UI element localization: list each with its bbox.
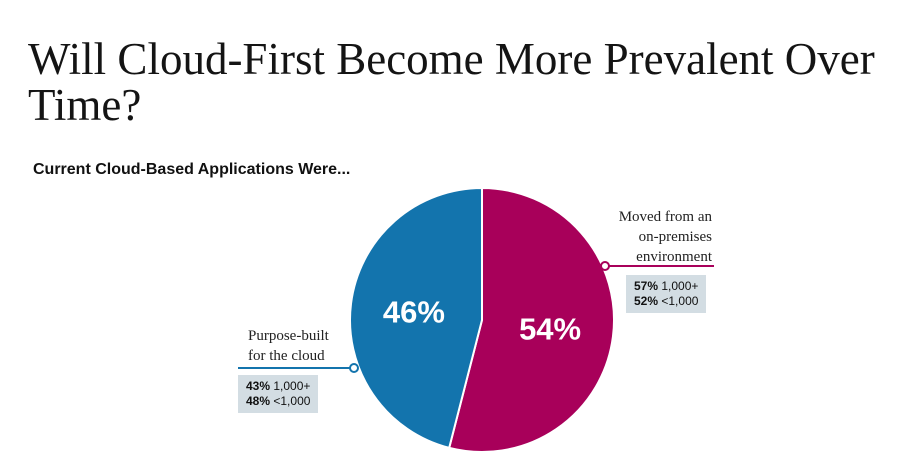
leader-dot <box>349 363 359 373</box>
annotation-line: Purpose-built <box>248 328 329 344</box>
stat-group: <1,000 <box>273 394 311 408</box>
stat-row: 48% <1,000 <box>246 394 310 409</box>
stat-box-moved: 57% 1,000+ 52% <1,000 <box>626 275 707 313</box>
stat-group: 1,000+ <box>273 379 311 393</box>
page-title: Will Cloud-First Become More Prevalent O… <box>28 34 875 130</box>
annotation-line: Moved from an <box>618 209 712 225</box>
stat-value: 57% <box>634 279 659 293</box>
pie-slice <box>349 186 483 450</box>
annotation-label-moved: Moved from an on-premises environment <box>619 207 712 267</box>
slice-value-label: 46% <box>383 294 445 329</box>
stat-value: 52% <box>634 294 659 308</box>
annotation-line: for the cloud <box>248 348 325 364</box>
stat-row: 52% <1,000 <box>634 294 698 309</box>
pie-slice <box>447 186 615 453</box>
stat-value: 43% <box>246 379 271 393</box>
stat-row: 57% 1,000+ <box>634 279 698 294</box>
slice-value-label: 54% <box>519 312 581 347</box>
stat-group: <1,000 <box>661 294 699 308</box>
chart-subtitle: Current Cloud-Based Applications Were... <box>33 161 351 178</box>
stat-row: 43% 1,000+ <box>246 379 310 394</box>
annotation-line: environment <box>636 249 712 265</box>
stat-group: 1,000+ <box>661 279 699 293</box>
stat-box-purpose: 43% 1,000+ 48% <1,000 <box>238 375 319 413</box>
annotation-label-purpose: Purpose-built for the cloud <box>248 326 329 366</box>
leader-dot <box>600 261 610 271</box>
stat-value: 48% <box>246 394 271 408</box>
annotation-line: on-premises <box>638 229 712 245</box>
